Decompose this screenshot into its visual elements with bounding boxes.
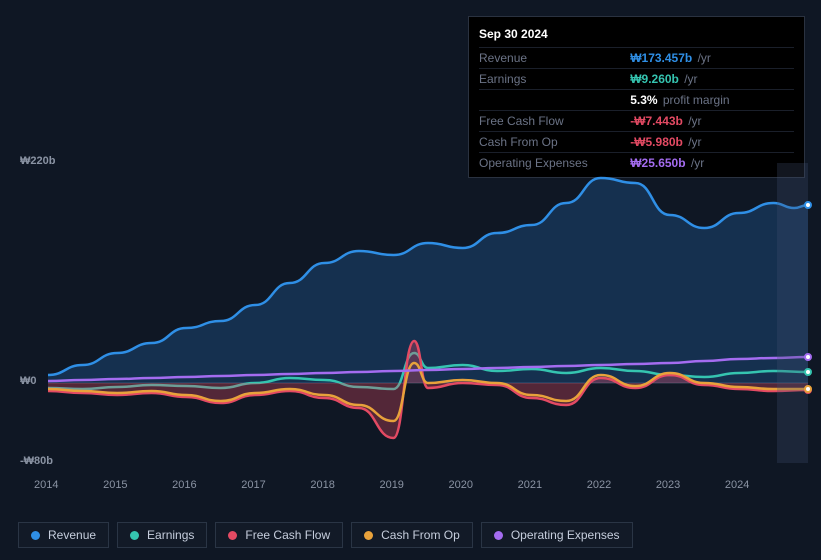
legend-dot-icon bbox=[364, 531, 373, 540]
tooltip-row-value: ₩173.457b /yr bbox=[630, 48, 794, 69]
tooltip-row-value: ₩9.260b /yr bbox=[630, 69, 794, 90]
legend-item[interactable]: Revenue bbox=[18, 522, 109, 548]
tooltip-row-label: Earnings bbox=[479, 69, 630, 90]
chart-tooltip: Sep 30 2024 Revenue₩173.457b /yrEarnings… bbox=[468, 16, 805, 178]
legend-label: Operating Expenses bbox=[511, 528, 620, 542]
plot-surface[interactable] bbox=[48, 163, 808, 463]
legend-dot-icon bbox=[228, 531, 237, 540]
legend-item[interactable]: Earnings bbox=[117, 522, 207, 548]
y-axis-label: ₩0 bbox=[20, 375, 37, 387]
legend-dot-icon bbox=[130, 531, 139, 540]
tooltip-row: 5.3% profit margin bbox=[479, 90, 794, 111]
chart-legend: Revenue Earnings Free Cash Flow Cash From O… bbox=[18, 522, 633, 548]
tooltip-row-label: Cash From Op bbox=[479, 132, 630, 153]
series-end-marker bbox=[804, 368, 812, 376]
tooltip-row: Free Cash Flow-₩7.443b /yr bbox=[479, 111, 794, 132]
series-end-marker bbox=[804, 201, 812, 209]
legend-label: Earnings bbox=[147, 528, 194, 542]
legend-item[interactable]: Operating Expenses bbox=[481, 522, 633, 548]
tooltip-row-value: -₩7.443b /yr bbox=[630, 111, 794, 132]
x-axis-label: 2017 bbox=[241, 479, 265, 491]
tooltip-row: Cash From Op-₩5.980b /yr bbox=[479, 132, 794, 153]
x-axis-label: 2015 bbox=[103, 479, 127, 491]
tooltip-row-label bbox=[479, 90, 630, 111]
y-axis-label: ₩220b bbox=[20, 155, 55, 167]
chart-area: ₩220b ₩0 -₩80b 2014 2015 2016 2017 2018 2019 2020… bbox=[18, 155, 808, 555]
legend-dot-icon bbox=[494, 531, 503, 540]
legend-item[interactable]: Cash From Op bbox=[351, 522, 473, 548]
chart-svg bbox=[48, 163, 808, 463]
future-band bbox=[777, 163, 808, 463]
legend-item[interactable]: Free Cash Flow bbox=[215, 522, 343, 548]
tooltip-row-label: Revenue bbox=[479, 48, 630, 69]
financials-chart-panel: { "tooltip": { "date": "Sep 30 2024", "r… bbox=[0, 0, 821, 560]
x-axis-label: 2024 bbox=[725, 479, 749, 491]
series-end-marker bbox=[804, 353, 812, 361]
x-axis-label: 2021 bbox=[518, 479, 542, 491]
tooltip-row-value: -₩5.980b /yr bbox=[630, 132, 794, 153]
x-axis-label: 2014 bbox=[34, 479, 58, 491]
tooltip-date: Sep 30 2024 bbox=[479, 23, 794, 47]
legend-label: Free Cash Flow bbox=[245, 528, 330, 542]
tooltip-row-value: 5.3% profit margin bbox=[630, 90, 794, 111]
legend-label: Cash From Op bbox=[381, 528, 460, 542]
series-end-marker bbox=[804, 385, 812, 393]
x-axis-label: 2019 bbox=[379, 479, 403, 491]
x-axis-label: 2016 bbox=[172, 479, 196, 491]
tooltip-row: Revenue₩173.457b /yr bbox=[479, 48, 794, 69]
tooltip-row: Earnings₩9.260b /yr bbox=[479, 69, 794, 90]
series-fill bbox=[48, 178, 808, 383]
x-axis-label: 2023 bbox=[656, 479, 680, 491]
x-axis-label: 2022 bbox=[587, 479, 611, 491]
tooltip-row-label: Free Cash Flow bbox=[479, 111, 630, 132]
x-axis-label: 2018 bbox=[310, 479, 334, 491]
x-axis-label: 2020 bbox=[449, 479, 473, 491]
y-axis-label: -₩80b bbox=[20, 455, 53, 467]
legend-dot-icon bbox=[31, 531, 40, 540]
legend-label: Revenue bbox=[48, 528, 96, 542]
